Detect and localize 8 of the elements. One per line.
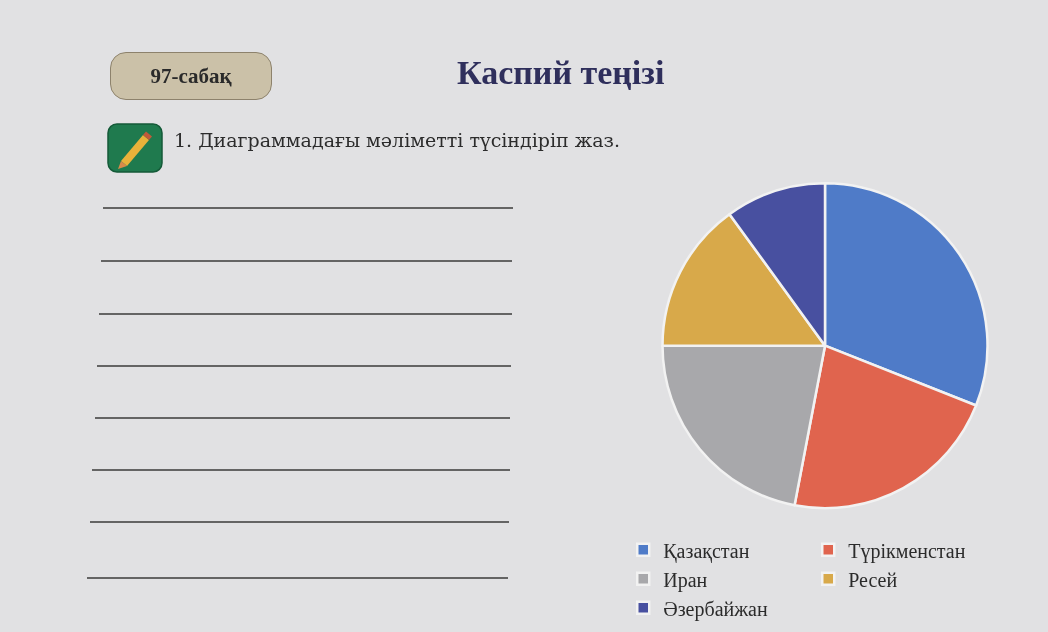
legend-label: Қазақстан xyxy=(663,539,750,563)
legend-label: Түрікменстан xyxy=(848,539,966,563)
chart-title: Каспий теңізі xyxy=(456,53,665,91)
legend-label: Әзербайжан xyxy=(663,597,768,621)
text: 1. Диаграммадағы мәліметті түсіндіріп жаз. xyxy=(174,129,620,151)
text: 97-сабақ xyxy=(150,63,232,89)
legend-label: Иран xyxy=(663,568,708,592)
legend-label: Ресей xyxy=(848,568,898,591)
